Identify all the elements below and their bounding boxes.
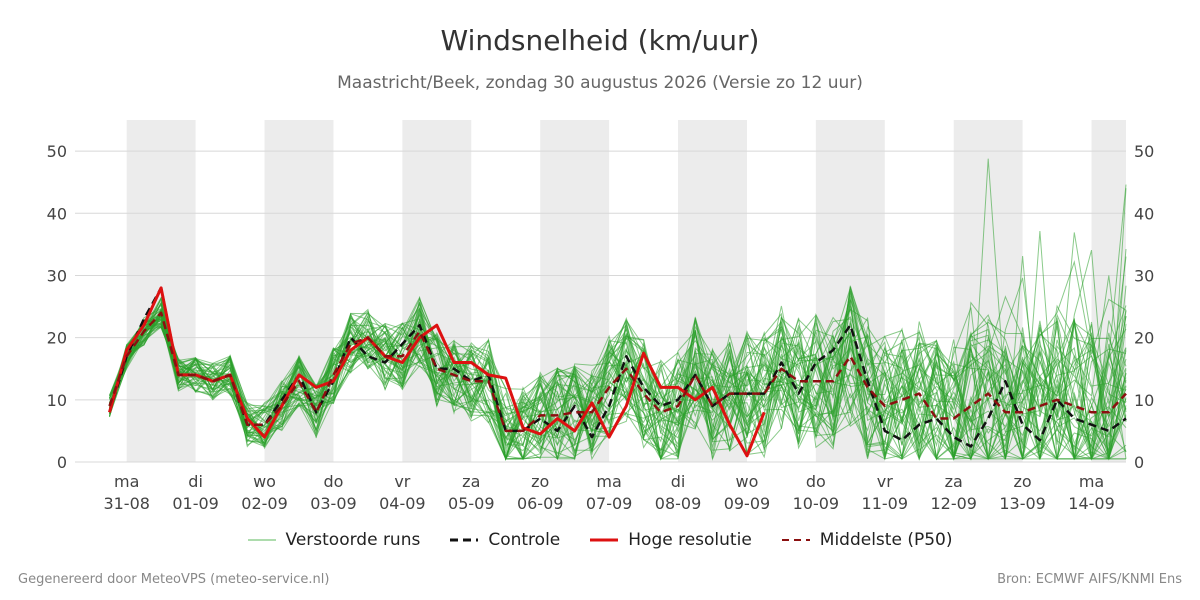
x-tick-date-label: 05-09 bbox=[448, 494, 495, 513]
x-tick-day-label: za bbox=[945, 472, 963, 491]
x-tick-day-label: za bbox=[462, 472, 480, 491]
legend-label-p50: Middelste (P50) bbox=[819, 530, 953, 550]
x-tick-day-label: vr bbox=[394, 472, 410, 491]
legend-item-ensemble: Verstoorde runs bbox=[247, 530, 421, 550]
legend-label-ensemble: Verstoorde runs bbox=[285, 530, 421, 550]
x-tick-date-label: 02-09 bbox=[241, 494, 288, 513]
y-tick-label-right: 40 bbox=[1134, 204, 1154, 223]
chart-title: Windsnelheid (km/uur) bbox=[440, 24, 760, 57]
legend-item-control: Controle bbox=[450, 530, 560, 550]
x-tick-day-label: zo bbox=[1014, 472, 1032, 491]
x-tick-day-label: wo bbox=[736, 472, 759, 491]
x-tick-day-label: di bbox=[188, 472, 203, 491]
ensemble-member-line bbox=[109, 302, 1127, 461]
y-tick-label-right: 10 bbox=[1134, 391, 1154, 410]
ensemble-member-line bbox=[109, 295, 1126, 461]
x-tick-date-label: 01-09 bbox=[172, 494, 219, 513]
legend-item-highres: Hoge resolutie bbox=[590, 530, 752, 550]
legend-swatch-p50 bbox=[781, 539, 810, 541]
y-tick-label-right: 20 bbox=[1134, 329, 1154, 348]
ensemble-member-line bbox=[109, 286, 1127, 461]
x-tick-date-label: 31-08 bbox=[103, 494, 150, 513]
ensemble-member-line bbox=[109, 318, 1127, 461]
legend: Verstoorde runs Controle Hoge resolutie … bbox=[0, 530, 1200, 550]
chart-subtitle: Maastricht/Beek, zondag 30 augustus 2026… bbox=[337, 73, 863, 93]
x-tick-date-label: 03-09 bbox=[310, 494, 357, 513]
x-tick-date-label: 13-09 bbox=[999, 494, 1046, 513]
legend-swatch-control bbox=[450, 538, 479, 542]
ensemble-member-line bbox=[109, 231, 1126, 461]
y-tick-label-left: 40 bbox=[47, 204, 67, 223]
y-tick-label-left: 50 bbox=[47, 142, 67, 161]
x-tick-date-label: 12-09 bbox=[930, 494, 977, 513]
x-tick-date-label: 04-09 bbox=[379, 494, 426, 513]
x-tick-day-label: ma bbox=[596, 472, 621, 491]
x-tick-date-label: 08-09 bbox=[655, 494, 702, 513]
x-tick-day-label: ma bbox=[114, 472, 139, 491]
y-tick-label-left: 20 bbox=[47, 329, 67, 348]
series-line-middelste-p50- bbox=[108, 311, 1127, 433]
x-tick-date-label: 14-09 bbox=[1068, 494, 1115, 513]
y-tick-label-left: 30 bbox=[47, 266, 67, 285]
y-tick-label-left: 0 bbox=[57, 453, 67, 472]
y-tick-label-left: 10 bbox=[47, 391, 67, 410]
x-tick-date-label: 07-09 bbox=[586, 494, 633, 513]
legend-item-p50: Middelste (P50) bbox=[781, 530, 953, 550]
x-tick-date-label: 09-09 bbox=[724, 494, 771, 513]
footer-source: Bron: ECMWF AIFS/KNMI Ens bbox=[997, 572, 1182, 587]
y-tick-label-right: 30 bbox=[1134, 266, 1154, 285]
y-tick-label-right: 50 bbox=[1134, 142, 1154, 161]
x-tick-day-label: do bbox=[323, 472, 343, 491]
legend-label-highres: Hoge resolutie bbox=[628, 530, 752, 550]
legend-label-control: Controle bbox=[488, 530, 561, 550]
x-tick-day-label: do bbox=[806, 472, 826, 491]
x-tick-day-label: di bbox=[671, 472, 686, 491]
day-band bbox=[402, 120, 472, 462]
ensemble-member-line bbox=[109, 308, 1127, 461]
legend-swatch-highres bbox=[590, 538, 619, 542]
footer-generator: Gegenereerd door MeteoVPS (meteo-service… bbox=[18, 572, 330, 587]
x-tick-day-label: wo bbox=[253, 472, 276, 491]
legend-swatch-ensemble bbox=[247, 539, 276, 541]
x-tick-day-label: zo bbox=[531, 472, 549, 491]
ensemble-member-line bbox=[109, 296, 1127, 460]
x-tick-date-label: 11-09 bbox=[862, 494, 909, 513]
x-tick-day-label: vr bbox=[877, 472, 893, 491]
x-tick-day-label: ma bbox=[1079, 472, 1104, 491]
y-tick-label-right: 0 bbox=[1134, 453, 1144, 472]
x-tick-date-label: 10-09 bbox=[793, 494, 840, 513]
x-tick-date-label: 06-09 bbox=[517, 494, 564, 513]
series-line-controle bbox=[108, 286, 1127, 448]
